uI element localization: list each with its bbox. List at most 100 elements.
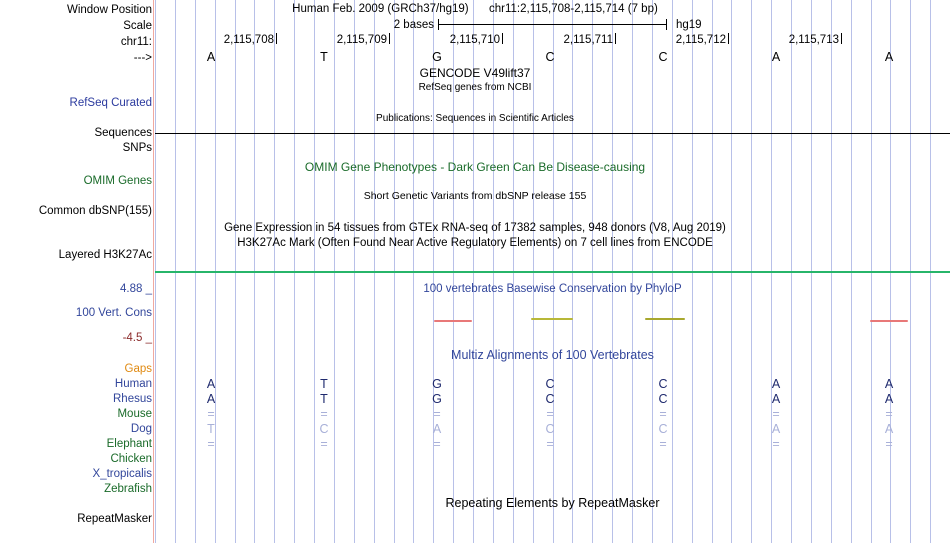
- ruler-tick-mark: [728, 33, 729, 44]
- alignment-base: A: [884, 377, 894, 391]
- h3k27ac-baseline: [155, 271, 950, 273]
- alignment-gap: =: [433, 407, 441, 421]
- conservation-bar: [531, 318, 573, 320]
- track-label-divider-line: [153, 0, 154, 543]
- assembly-title: Human Feb. 2009 (GRCh37/hg19): [292, 3, 469, 15]
- species-label-zebrafish[interactable]: Zebrafish: [104, 483, 152, 495]
- label-repeatmasker[interactable]: RepeatMasker: [77, 513, 152, 525]
- caption-refseq-ncbi[interactable]: RefSeq genes from NCBI: [418, 82, 532, 93]
- alignment-base: C: [658, 392, 668, 406]
- ruler-tick-mark: [276, 33, 277, 44]
- reference-base: T: [320, 50, 328, 64]
- label-omim-genes[interactable]: OMIM Genes: [83, 175, 152, 187]
- species-label-elephant[interactable]: Elephant: [106, 438, 152, 450]
- alignment-base: C: [545, 392, 555, 406]
- alignment-base: A: [206, 377, 216, 391]
- species-label-dog[interactable]: Dog: [130, 423, 152, 435]
- scale-bar-label: 2 bases: [393, 19, 434, 31]
- species-label-human[interactable]: Human: [114, 378, 152, 390]
- scale-bar: [438, 19, 668, 31]
- assembly-and-position: Human Feb. 2009 (GRCh37/hg19) chr11:2,11…: [0, 3, 950, 15]
- alignment-base: A: [206, 392, 216, 406]
- database-label: hg19: [676, 19, 702, 31]
- ruler-tick-mark: [502, 33, 503, 44]
- ruler-tick-label: 2,115,708: [223, 34, 274, 46]
- alignment-gap: =: [433, 437, 441, 451]
- alignment-base: A: [884, 392, 894, 406]
- conservation-bar: [870, 320, 908, 322]
- ruler-tick-label: 2,115,712: [675, 34, 726, 46]
- caption-gtex[interactable]: Gene Expression in 54 tissues from GTEx …: [224, 222, 726, 234]
- label-common-dbsnp[interactable]: Common dbSNP(155): [38, 205, 152, 217]
- alignment-base: C: [319, 422, 329, 436]
- label-layered-h3k27ac[interactable]: Layered H3K27Ac: [58, 249, 152, 261]
- species-label-chicken[interactable]: Chicken: [110, 453, 152, 465]
- alignment-base: G: [432, 377, 442, 391]
- ruler-tick-mark: [841, 33, 842, 44]
- alignment-base: A: [771, 392, 781, 406]
- caption-repeats[interactable]: Repeating Elements by RepeatMasker: [445, 496, 660, 510]
- position-text[interactable]: chr11:2,115,708-2,115,714 (7 bp): [489, 3, 658, 15]
- caption-multiz[interactable]: Multiz Alignments of 100 Vertebrates: [451, 348, 654, 362]
- caption-phylop[interactable]: 100 vertebrates Basewise Conservation by…: [423, 283, 682, 295]
- reference-base: A: [771, 50, 781, 64]
- ruler-tick-label: 2,115,709: [336, 34, 387, 46]
- alignment-base: A: [884, 422, 894, 436]
- alignment-gap: =: [885, 437, 893, 451]
- alignment-base: C: [658, 377, 668, 391]
- ruler-tick-mark: [389, 33, 390, 44]
- ruler-tick-label: 2,115,710: [449, 34, 500, 46]
- alignment-gap: =: [659, 437, 667, 451]
- label-sequences[interactable]: Sequences: [94, 127, 152, 139]
- reference-base: G: [432, 50, 442, 64]
- label-chromosome: chr11:: [120, 36, 152, 48]
- caption-gencode[interactable]: GENCODE V49lift37: [419, 66, 531, 80]
- alignment-gap: =: [207, 407, 215, 421]
- reference-base: C: [545, 50, 555, 64]
- conservation-min-value: -4.5 _: [122, 332, 152, 344]
- ruler-tick-mark: [615, 33, 616, 44]
- alignment-gap: =: [320, 407, 328, 421]
- alignment-gap: =: [546, 407, 554, 421]
- alignment-gap: =: [772, 437, 780, 451]
- reference-base: C: [658, 50, 668, 64]
- alignment-gap: =: [659, 407, 667, 421]
- alignment-base: C: [545, 377, 555, 391]
- label-snps[interactable]: SNPs: [122, 142, 152, 154]
- species-label-mouse[interactable]: Mouse: [117, 408, 152, 420]
- alignment-base: G: [432, 392, 442, 406]
- alignment-base: A: [771, 377, 781, 391]
- label-strand-arrow: --->: [133, 52, 152, 64]
- alignment-base: T: [320, 392, 328, 406]
- alignment-gap: =: [546, 437, 554, 451]
- label-window-position: Window Position: [66, 4, 152, 16]
- alignment-base: C: [658, 422, 668, 436]
- alignment-base: A: [771, 422, 781, 436]
- caption-publications[interactable]: Publications: Sequences in Scientific Ar…: [376, 113, 574, 124]
- ruler-tick-label: 2,115,713: [788, 34, 839, 46]
- alignment-base: T: [320, 377, 328, 391]
- alignment-gap: =: [207, 437, 215, 451]
- label-100-vert-cons[interactable]: 100 Vert. Cons: [75, 307, 152, 319]
- caption-omim[interactable]: OMIM Gene Phenotypes - Dark Green Can Be…: [304, 160, 646, 174]
- label-gaps[interactable]: Gaps: [124, 363, 153, 375]
- label-refseq-curated[interactable]: RefSeq Curated: [69, 97, 152, 109]
- species-label-x_tropicalis[interactable]: X_tropicalis: [92, 468, 152, 480]
- ruler-tick-label: 2,115,711: [563, 34, 613, 46]
- alignment-base: A: [432, 422, 442, 436]
- conservation-bar: [434, 320, 472, 322]
- alignment-gap: =: [885, 407, 893, 421]
- reference-base: A: [884, 50, 894, 64]
- species-label-rhesus[interactable]: Rhesus: [113, 393, 152, 405]
- sequences-track-line: [155, 133, 950, 134]
- label-scale: Scale: [123, 20, 152, 32]
- conservation-max-value: 4.88 _: [120, 283, 152, 295]
- alignment-base: C: [545, 422, 555, 436]
- alignment-gap: =: [772, 407, 780, 421]
- alignment-gap: =: [320, 437, 328, 451]
- alignment-base: T: [207, 422, 215, 436]
- caption-h3k27ac[interactable]: H3K27Ac Mark (Often Found Near Active Re…: [237, 237, 713, 249]
- conservation-bar: [645, 318, 685, 320]
- caption-dbsnp[interactable]: Short Genetic Variants from dbSNP releas…: [363, 190, 587, 202]
